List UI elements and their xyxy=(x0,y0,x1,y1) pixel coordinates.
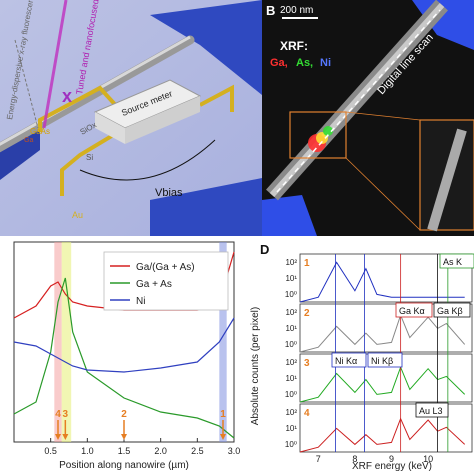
zoom-box xyxy=(289,111,347,159)
vbias-label: Vbias xyxy=(155,187,183,199)
as-hotspot xyxy=(323,126,333,136)
panel-b-xrf-map: Digital line scan B 200 nm XRF: Ga, As, … xyxy=(262,0,474,236)
x-tick-label: 1.5 xyxy=(118,446,131,456)
spectrum-row-label: 4 xyxy=(304,408,310,419)
y-tick-label: 10¹ xyxy=(285,274,297,283)
band-position-4 xyxy=(54,242,62,442)
xray-beam xyxy=(42,0,68,129)
legend-label-gaas: Ga + As xyxy=(136,279,172,290)
series-line-2 xyxy=(13,317,235,373)
marker-label-3: 3 xyxy=(63,409,69,420)
line-scan-path xyxy=(276,9,441,193)
au-l3-box xyxy=(415,402,449,418)
gold-wire-right xyxy=(199,84,234,112)
detector-cone-left xyxy=(14,39,39,129)
y-tick-label: 10⁰ xyxy=(285,340,297,349)
y-tick-label: 10⁰ xyxy=(285,440,297,449)
ni-ka-box xyxy=(331,352,367,368)
y-tick-label: 10¹ xyxy=(285,374,297,383)
gold-wire-lower xyxy=(60,123,132,196)
gold-wire-left xyxy=(38,85,122,132)
panel-b-letter: B xyxy=(266,3,275,18)
legend-label-ni: Ni xyxy=(136,296,145,307)
zoom-connector-top xyxy=(345,111,421,121)
ni-contact-bottom xyxy=(262,195,317,236)
zoom-connector-bottom xyxy=(345,157,421,231)
scalebar-label: 200 nm xyxy=(280,5,313,16)
marker-label-1: 1 xyxy=(220,409,226,420)
nanowire-sem-core xyxy=(269,2,445,198)
x-tick-label: 2.0 xyxy=(154,446,167,456)
x-axis-label: Position along nanowire (µm) xyxy=(59,460,189,471)
au-label: Au xyxy=(72,210,83,220)
xrf-title: XRF: xyxy=(280,39,308,53)
ni-ka-label: Ni Kα xyxy=(335,356,357,366)
as-ka-label: As K xyxy=(443,257,462,267)
ga-label: Ga xyxy=(24,137,33,144)
series-line-1 xyxy=(13,277,235,439)
x-tick-label: 1.0 xyxy=(81,446,94,456)
band-position-3 xyxy=(61,242,72,442)
xrf-ga-label: Ga, xyxy=(270,57,288,69)
xrf-ni-label: Ni xyxy=(320,57,331,69)
x-tick-label-d: 9 xyxy=(389,454,394,464)
y-tick-label: 10⁰ xyxy=(285,290,297,299)
spectrum-row-label: 1 xyxy=(304,258,310,269)
y-tick-label: 10¹ xyxy=(285,424,297,433)
x-scan-marker: x xyxy=(62,86,72,106)
source-meter-side xyxy=(125,96,200,144)
marker-arrowhead-1 xyxy=(220,434,226,440)
y-tick-label: 10² xyxy=(285,408,297,417)
x-tick-label-d: 7 xyxy=(316,454,321,464)
ga-kb-label: Ga Kβ xyxy=(437,306,463,316)
substrate-label: Si xyxy=(86,153,93,162)
au-l3-label: Au L3 xyxy=(419,406,443,416)
as-ka-box xyxy=(439,253,474,269)
marker-arrowhead-2 xyxy=(121,434,127,440)
ga-ka-label: Ga Kα xyxy=(399,306,425,316)
spectrum-row-label: 3 xyxy=(304,358,310,369)
ni-kb-label: Ni Kβ xyxy=(371,356,393,366)
top-right-electrode xyxy=(150,0,262,95)
xrf-map-svg: Digital line scan B 200 nm XRF: Ga, As, … xyxy=(262,0,474,236)
x-tick-label-d: 8 xyxy=(352,454,357,464)
x-tick-label: 2.5 xyxy=(191,446,204,456)
ga-ka-box xyxy=(395,302,433,318)
source-meter-front xyxy=(95,112,125,144)
ni-kb-box xyxy=(367,352,403,368)
marker-label-2: 2 xyxy=(121,409,127,420)
y-tick-label: 10² xyxy=(285,358,297,367)
bottom-right-electrode xyxy=(150,178,262,236)
x-axis-label-d: XRF energy (keV) xyxy=(352,461,432,472)
x-tick-label: 0.5 xyxy=(44,446,57,456)
xrf-as-label: As, xyxy=(296,57,313,69)
x-tick-label: 3.0 xyxy=(228,446,241,456)
x-tick-label-d: 10 xyxy=(423,454,433,464)
schematic-svg: Source meter Tuned and nanofocused x-ray… xyxy=(0,0,262,236)
gaas-label: GaAs xyxy=(30,127,50,136)
zoom-inset-wire xyxy=(427,128,467,232)
spectrum-row-label: 2 xyxy=(304,308,310,319)
y-tick-label: 10⁰ xyxy=(285,390,297,399)
vbias-arrow xyxy=(79,139,216,181)
spectra-chart: D Absolute counts (per pixel) 1 10² 10¹ 10⁰… xyxy=(250,242,474,472)
nanowire xyxy=(0,35,195,153)
marker-arrowhead-3 xyxy=(62,434,69,440)
panel-d-spectra: D Absolute counts (per pixel) 1 10² 10¹ 10⁰… xyxy=(244,236,474,474)
marker-label-4: 4 xyxy=(55,409,61,420)
y-axis-label: Absolute counts (per pixel) xyxy=(250,307,261,425)
y-tick-label: 10² xyxy=(285,308,297,317)
band-position-1 xyxy=(219,242,227,442)
y-tick-label: 10¹ xyxy=(285,324,297,333)
panel-d-letter: D xyxy=(260,242,269,257)
ga-kb-box xyxy=(433,302,471,318)
marker-arrowhead-4 xyxy=(55,434,61,440)
legend-label-ratio: Ga/(Ga + As) xyxy=(136,262,195,273)
panel-a-schematic: Source meter Tuned and nanofocused x-ray… xyxy=(0,0,262,236)
y-tick-label: 10² xyxy=(285,258,297,267)
